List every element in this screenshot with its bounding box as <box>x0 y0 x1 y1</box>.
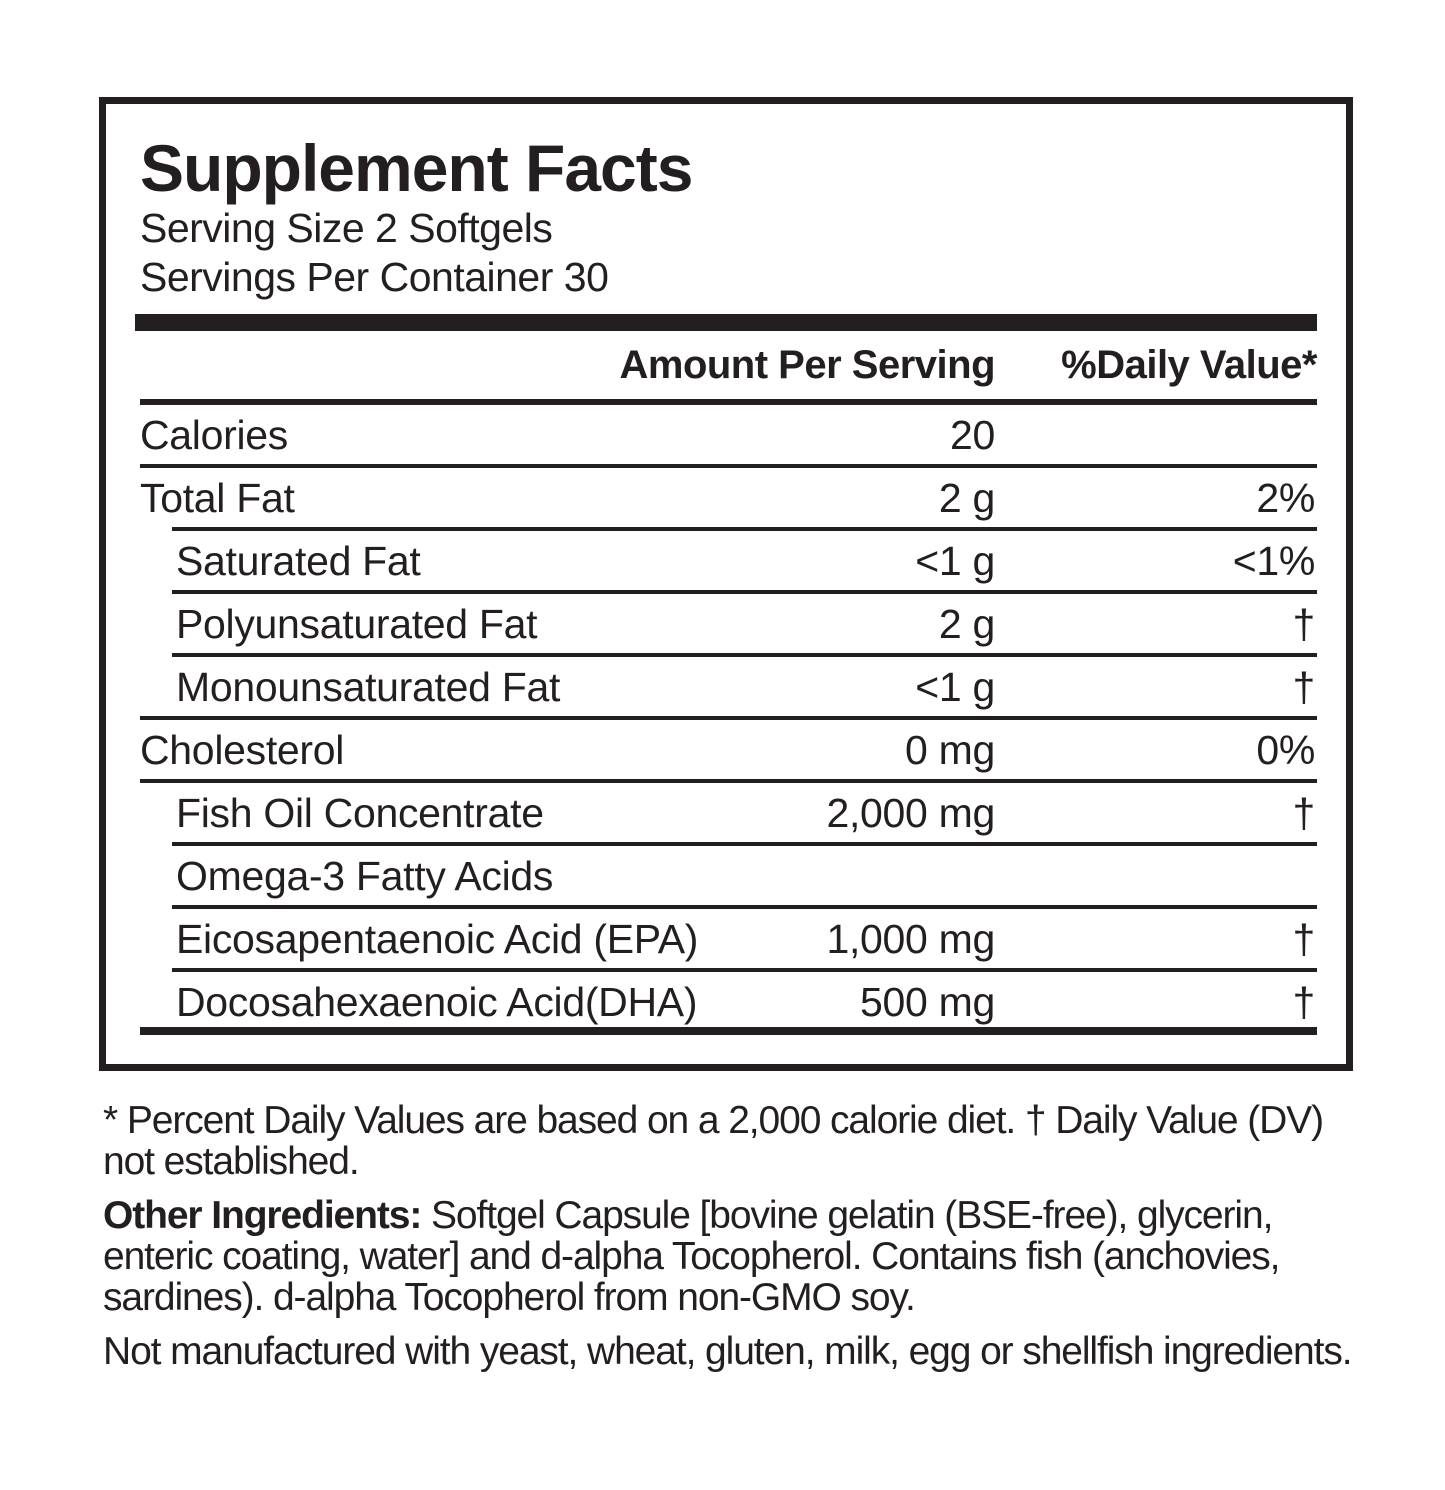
header-underline <box>140 399 1317 405</box>
nutrient-amount: 2 g <box>938 601 995 647</box>
nutrient-amount: 20 <box>949 412 995 458</box>
row-divider <box>172 842 1317 846</box>
nutrient-daily-value: <1% <box>1232 538 1316 584</box>
nutrient-name: Saturated Fat <box>176 538 421 584</box>
row-divider <box>140 779 1317 783</box>
nutrient-name: Omega-3 Fatty Acids <box>176 853 554 899</box>
nutrient-name: Docosahexaenoic Acid(DHA) <box>176 979 698 1025</box>
other-ingredients-label: Other Ingredients: <box>103 1194 422 1237</box>
row-divider <box>172 590 1317 594</box>
row-divider <box>172 968 1317 972</box>
row-divider <box>172 905 1317 909</box>
row-divider <box>140 716 1317 720</box>
nutrient-row: Cholesterol 0 mg 0% <box>140 720 1317 783</box>
nutrient-amount: 2 g <box>938 475 995 521</box>
thick-divider-bar <box>135 314 1317 331</box>
servings-per-container: Servings Per Container 30 <box>140 254 609 300</box>
row-divider <box>172 527 1317 531</box>
serving-size: Serving Size 2 Softgels <box>140 205 553 251</box>
nutrient-row: Docosahexaenoic Acid(DHA) 500 mg † <box>140 972 1317 1035</box>
footnotes: * Percent Daily Values are based on a 2,… <box>103 1100 1383 1385</box>
nutrient-row: Total Fat 2 g 2% <box>140 468 1317 531</box>
nutrient-daily-value: † <box>1292 916 1315 962</box>
row-divider <box>140 1027 1317 1035</box>
column-header-row: Amount Per Serving %Daily Value* <box>140 331 1317 399</box>
nutrient-row: Omega-3 Fatty Acids <box>140 846 1317 909</box>
nutrient-name: Calories <box>140 412 288 458</box>
row-divider <box>140 464 1317 468</box>
nutrient-name: Eicosapentaenoic Acid (EPA) <box>176 916 699 962</box>
nutrient-amount: 500 mg <box>860 979 995 1025</box>
amount-per-serving-header: Amount Per Serving <box>619 343 995 387</box>
nutrient-amount: <1 g <box>915 664 995 710</box>
nutrient-amount: 0 mg <box>905 727 995 773</box>
nutrient-name: Polyunsaturated Fat <box>176 601 538 647</box>
nutrient-row: Calories 20 <box>140 405 1317 468</box>
nutrient-row: Polyunsaturated Fat 2 g † <box>140 594 1317 657</box>
nutrient-name: Cholesterol <box>140 727 345 773</box>
nutrient-amount: 1,000 mg <box>826 916 995 962</box>
nutrient-amount: 2,000 mg <box>826 790 995 836</box>
nutrient-daily-value: 0% <box>1256 727 1315 773</box>
nutrient-row: Eicosapentaenoic Acid (EPA) 1,000 mg † <box>140 909 1317 972</box>
supplement-facts-panel: Supplement Facts Serving Size 2 Softgels… <box>99 97 1353 1071</box>
nutrient-daily-value: † <box>1292 601 1315 647</box>
nutrient-name: Monounsaturated Fat <box>176 664 561 710</box>
other-ingredients-text: Softgel Capsule [bovine gelatin (BSE-fre… <box>103 1194 1280 1319</box>
nutrient-daily-value: † <box>1292 790 1315 836</box>
nutrient-daily-value: † <box>1292 664 1315 710</box>
allergen-footnote: Not manufactured with yeast, wheat, glut… <box>103 1330 1353 1373</box>
nutrient-amount: <1 g <box>915 538 995 584</box>
nutrient-row: Fish Oil Concentrate 2,000 mg † <box>140 783 1317 846</box>
nutrient-row: Monounsaturated Fat <1 g † <box>140 657 1317 720</box>
nutrient-daily-value: † <box>1292 979 1315 1025</box>
nutrient-rows: Calories 20 Total Fat 2 g 2% Saturated F… <box>140 405 1317 1035</box>
daily-value-footnote: * Percent Daily Values are based on a 2,… <box>103 1099 1324 1183</box>
daily-value-header: %Daily Value* <box>1061 343 1317 387</box>
nutrient-name: Total Fat <box>140 475 295 521</box>
supplement-facts-title: Supplement Facts <box>140 131 693 205</box>
other-ingredients-footnote: Other Ingredients: Softgel Capsule [bovi… <box>103 1195 1383 1318</box>
nutrient-row: Saturated Fat <1 g <1% <box>140 531 1317 594</box>
row-divider <box>172 653 1317 657</box>
nutrient-daily-value: 2% <box>1256 475 1315 521</box>
nutrient-name: Fish Oil Concentrate <box>176 790 544 836</box>
